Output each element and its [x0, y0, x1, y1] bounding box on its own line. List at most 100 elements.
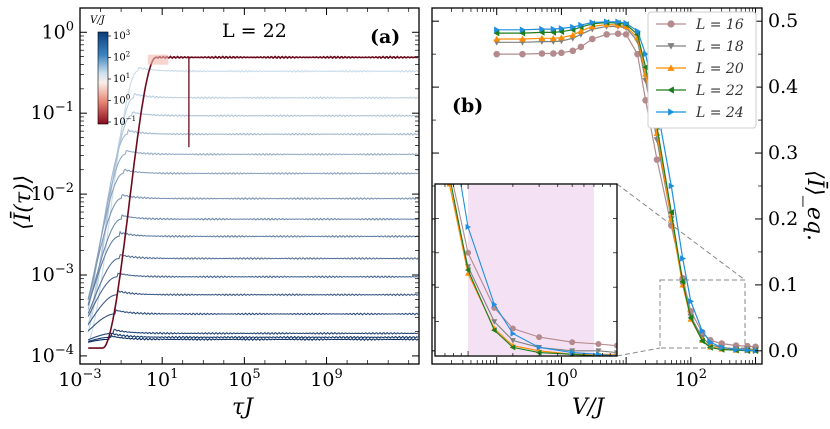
inset-point-L18 [420, 10, 426, 15]
point-L24 [604, 18, 610, 26]
point-L16 [614, 30, 622, 38]
inset-point-L24 [569, 349, 576, 356]
inset-point-L24 [491, 301, 498, 308]
point-L22 [550, 29, 556, 36]
legend-label: L = 22 [695, 83, 744, 99]
legend-marker [667, 86, 674, 94]
point-L24 [615, 18, 622, 26]
panel-b-ytick-label: 0.3 [768, 142, 798, 164]
point-L24 [519, 26, 526, 34]
panel-a-xtick-label: 101 [146, 367, 178, 391]
point-L24 [539, 25, 546, 33]
panel-b: 100 102 0.0 0.1 0.2 0.3 0.4 0.5 (b) V/J ⟨Ī⟩_eq.… [420, 7, 828, 420]
inset-point-L16 [509, 325, 516, 332]
curve-a-0-shade [147, 54, 169, 65]
curve-a-6 [87, 168, 419, 300]
inset-point-L16 [614, 342, 617, 349]
curve-a-8 [87, 214, 419, 306]
panel-a-label: (a) [370, 26, 400, 48]
point-L16 [653, 156, 661, 163]
point-L16 [603, 31, 610, 38]
panel-a-ytick-label: 10−3 [31, 262, 74, 286]
panel-a-curves [87, 54, 419, 349]
panel-a-xtick-label: 105 [228, 367, 260, 391]
point-L24 [680, 255, 686, 262]
inset-point-L24 [596, 351, 602, 356]
point-L16 [558, 49, 565, 57]
point-L16 [550, 50, 557, 57]
point-L22 [642, 64, 649, 71]
colorbar-gradient [97, 31, 109, 125]
inset-point-L18 [595, 348, 602, 354]
point-L24 [699, 327, 706, 335]
panel-a-ytick-label: 10−1 [31, 100, 74, 124]
point-L22 [558, 28, 565, 35]
point-L20 [538, 35, 546, 41]
point-L24 [634, 27, 641, 35]
curve-a-15 [88, 332, 419, 342]
point-L20 [558, 34, 565, 41]
curve-a-11 [87, 272, 419, 317]
point-L16 [493, 50, 501, 58]
curve-a-0 [88, 55, 419, 349]
point-L24 [494, 26, 500, 34]
inset-point-L16 [465, 249, 472, 256]
point-L24 [688, 298, 695, 305]
point-L24 [744, 346, 751, 354]
point-L20 [519, 35, 526, 42]
legend-marker [668, 108, 675, 116]
inset-point-L24 [510, 330, 516, 337]
point-L16 [634, 50, 641, 58]
curve-a-2 [87, 93, 419, 333]
point-L22 [668, 209, 674, 216]
legend-label: L = 24 [695, 105, 744, 121]
curve-a-7 [87, 193, 419, 299]
colorbar-tick-label: 101 [113, 72, 130, 85]
panel-b-xtick-label: 102 [675, 367, 707, 391]
inset-point-L16 [595, 340, 602, 347]
point-L24 [558, 25, 565, 32]
inset-point-L18 [509, 338, 516, 344]
zoom-connector-top [616, 183, 746, 281]
inset-point-L16 [536, 334, 543, 341]
panel-a-ytick-label: 10−2 [31, 181, 74, 205]
point-L24 [589, 19, 596, 26]
panel-b-curves [493, 18, 759, 355]
legend: L = 16 L = 18 L = 20 L = 22 L = 24 [647, 11, 757, 129]
point-L20 [679, 281, 686, 288]
inset-point-L16 [446, 164, 452, 170]
point-L22 [519, 29, 526, 37]
panel-a-ytick-label: 10−4 [31, 343, 74, 367]
point-L20 [577, 27, 585, 34]
legend-label: L = 18 [695, 39, 744, 55]
point-L20 [550, 35, 557, 41]
inset-point-L24 [536, 344, 543, 351]
inset-frame [434, 183, 618, 357]
point-L22 [538, 29, 545, 36]
curve-a-4 [87, 128, 419, 311]
legend-label: L = 20 [695, 61, 744, 77]
curve-a-3 [87, 111, 419, 326]
inset-point-L20 [420, 9, 426, 14]
point-L16 [642, 96, 649, 104]
panel-b-ytick-label: 0.0 [768, 340, 798, 362]
colorbar-tick-label: 103 [113, 29, 130, 42]
panel-a-annotation: L = 22 [222, 20, 287, 42]
panel-a-xtick-label: 10−3 [58, 367, 101, 391]
curve-a-5 [87, 150, 419, 305]
colorbar-tick-label: 10−1 [113, 115, 136, 128]
panel-b-ytick-label: 0.1 [768, 274, 798, 296]
point-L16 [538, 50, 546, 57]
zoom-box [659, 279, 746, 349]
panel-b-ytick-label: 0.2 [768, 208, 798, 230]
inset [420, 9, 618, 357]
panel-b-ticks: 100 102 0.0 0.1 0.2 0.3 0.4 0.5 [431, 8, 798, 391]
colorbar-tick-label: 102 [113, 51, 130, 64]
inset-curves [420, 9, 617, 356]
curve-a-1 [87, 66, 419, 344]
point-L20 [493, 35, 500, 42]
legend-marker [667, 43, 675, 50]
curve-a-16 [88, 335, 419, 343]
legend-marker [667, 20, 675, 28]
